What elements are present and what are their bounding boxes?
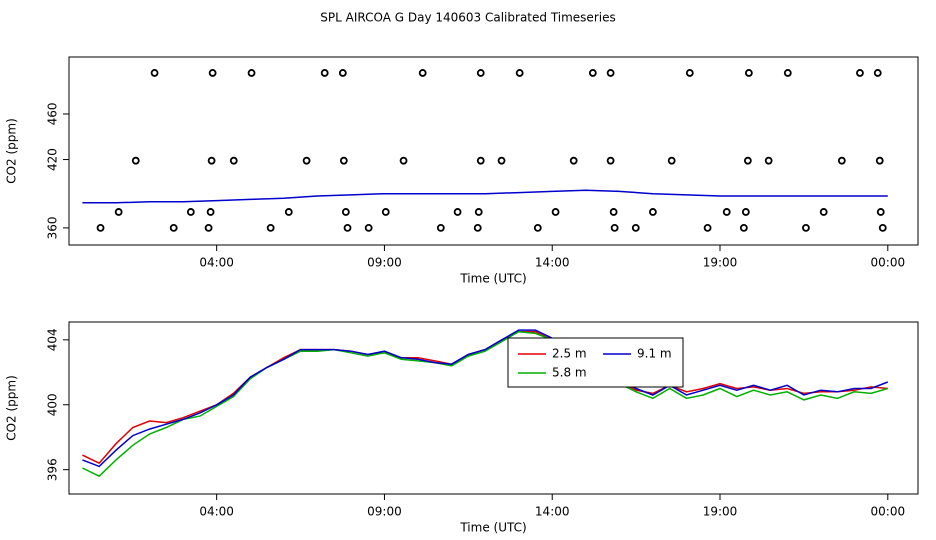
point (338, 69, 347, 77)
point (533, 224, 542, 232)
point (722, 208, 731, 216)
x-tick-label: 14:00 (535, 505, 570, 519)
legend-label: 5.8 m (552, 366, 587, 380)
point (551, 208, 560, 216)
y-tick-label: 400 (46, 393, 60, 416)
point (96, 224, 105, 232)
point (856, 69, 864, 77)
series-line (82, 329, 889, 468)
y-tick-label: 460 (46, 103, 60, 126)
point (631, 224, 640, 232)
point (247, 69, 256, 77)
legend: 2.5 m 5.8 m 9.1 m (507, 337, 684, 388)
point (515, 69, 524, 77)
x-tick-label: 09:00 (367, 256, 402, 270)
point (418, 69, 427, 77)
point (302, 156, 311, 165)
point (878, 224, 887, 232)
series-line (82, 189, 888, 204)
point (569, 156, 578, 165)
point (169, 224, 178, 232)
point (204, 224, 213, 232)
point (588, 69, 597, 77)
x-tick-label: 14:00 (535, 256, 570, 270)
point (606, 69, 615, 77)
point (341, 208, 350, 216)
point (819, 208, 828, 216)
x-tick-label: 00:00 (871, 256, 906, 270)
legend-label: 9.1 m (637, 347, 672, 361)
point (873, 69, 882, 77)
point (399, 156, 408, 165)
point (114, 208, 123, 216)
y-tick-label: 420 (46, 148, 60, 171)
point (606, 156, 615, 165)
point (685, 69, 694, 77)
point (741, 208, 750, 216)
x-tick-label: 19:00 (703, 505, 738, 519)
point (703, 224, 712, 232)
point (764, 156, 773, 165)
point (453, 208, 462, 216)
point (381, 208, 390, 216)
y-tick-label: 396 (46, 458, 60, 481)
point (339, 156, 348, 165)
point (476, 156, 485, 165)
y-tick-label: 404 (46, 328, 60, 351)
point (837, 156, 846, 165)
legend-label: 2.5 m (552, 347, 587, 361)
point (131, 156, 140, 165)
point (364, 224, 373, 232)
point (802, 224, 810, 232)
x-axis-label: Time (UTC) (459, 272, 526, 286)
point (150, 69, 159, 77)
point (743, 156, 752, 165)
point (186, 208, 195, 216)
point (744, 69, 753, 77)
series-line (82, 330, 889, 478)
point (667, 156, 676, 165)
point (474, 208, 483, 216)
x-tick-label: 19:00 (703, 256, 738, 270)
legend-box (507, 337, 684, 388)
point (284, 208, 293, 216)
plot-frame (68, 56, 919, 246)
chart-title: SPL AIRCOA G Day 140603 Calibrated Times… (320, 11, 615, 25)
plot-frame (68, 321, 919, 495)
x-tick-label: 04:00 (199, 505, 234, 519)
x-tick-label: 04:00 (199, 256, 234, 270)
point (610, 224, 619, 232)
point (648, 208, 657, 216)
point (208, 69, 217, 77)
x-tick-label: 09:00 (367, 505, 402, 519)
y-tick-label: 360 (46, 216, 60, 239)
point (476, 69, 485, 77)
point (343, 224, 352, 232)
y-axis-label: CO2 (ppm) (5, 375, 19, 441)
point (876, 208, 885, 216)
point (320, 69, 329, 77)
point (266, 224, 275, 232)
point (229, 156, 238, 165)
x-tick-label: 00:00 (871, 505, 906, 519)
y-axis-label: CO2 (ppm) (5, 118, 19, 184)
point (473, 224, 482, 232)
point (497, 156, 506, 165)
point (783, 69, 792, 77)
point (436, 224, 445, 232)
x-axis-label: Time (UTC) (459, 521, 526, 535)
point (207, 156, 216, 165)
point (206, 208, 215, 216)
point (875, 156, 884, 165)
point (739, 224, 748, 232)
point (609, 208, 618, 216)
